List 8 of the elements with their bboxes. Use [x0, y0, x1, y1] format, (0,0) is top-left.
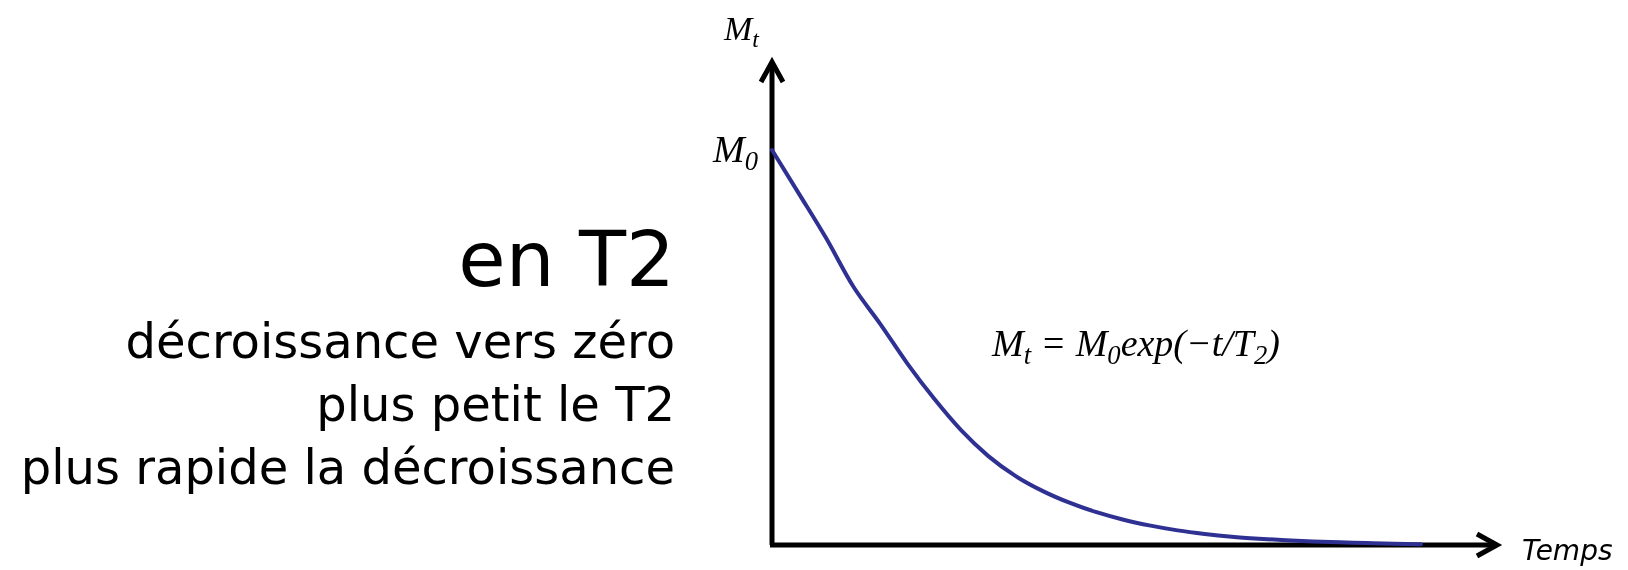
text: décroissance vers zéro	[125, 313, 675, 369]
annotation: M$_{t}$ = M$_{0}$exp(−t/T$_{2}$)	[991, 322, 1280, 370]
text: en T2	[458, 215, 675, 304]
text: M$_{0}$	[712, 128, 758, 176]
y-axis-title: M$_{t}$	[723, 10, 761, 53]
x-axis-title: Temps	[1522, 534, 1613, 567]
text: plus rapide la décroissance	[20, 439, 675, 495]
text: plus petit le T2	[316, 376, 675, 432]
